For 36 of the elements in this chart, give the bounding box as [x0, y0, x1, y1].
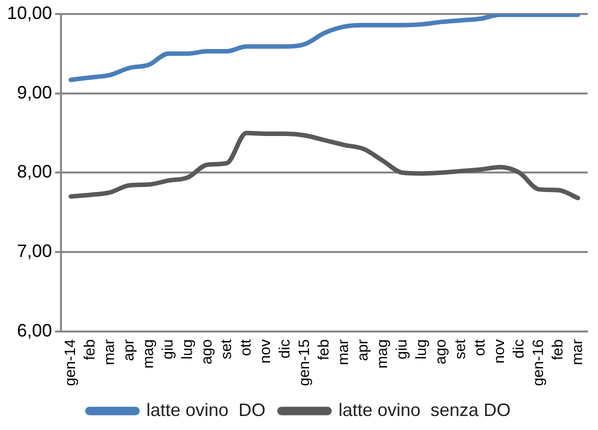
x-tick-label: lug	[178, 339, 196, 360]
x-tick-label: mag	[140, 339, 157, 368]
x-tick-label: mar	[335, 339, 352, 366]
x-tick-label: set	[452, 338, 470, 360]
legend-label: latte ovino DO	[146, 400, 266, 420]
x-tick-label: ott	[237, 338, 254, 356]
x-tick-label: giu	[394, 339, 411, 360]
line-series	[68, 130, 580, 200]
x-tick-label: dic	[276, 338, 294, 358]
x-tick-label: apr	[120, 339, 138, 361]
x-tick-label: gen-16	[530, 339, 548, 386]
x-tick-label: ott	[472, 338, 489, 356]
line-series	[68, 14, 580, 82]
y-tick-label: 9,00	[16, 82, 52, 102]
x-tick-label: mar	[569, 339, 586, 366]
legend-label: latte ovino senza DO	[338, 400, 511, 420]
x-tick-label: ago	[198, 339, 216, 364]
x-tick-label: lug	[413, 339, 430, 360]
x-tick-label: giu	[159, 339, 176, 360]
x-tick-label: gen-15	[296, 339, 313, 386]
y-tick-label: 10,00	[6, 2, 52, 23]
x-tick-label: feb	[81, 339, 98, 360]
x-tick-label: gen-14	[62, 339, 79, 386]
x-tick-label: feb	[550, 339, 567, 360]
x-tick-label: nov	[491, 338, 508, 364]
x-tick-label: dic	[510, 338, 528, 358]
x-tick-label: feb	[316, 339, 332, 360]
y-tick-label: 7,00	[16, 240, 52, 261]
x-tick-label: mar	[100, 339, 118, 366]
x-tick-label: set	[218, 338, 235, 360]
x-tick-label: mag	[374, 339, 392, 368]
y-tick-label: 6,00	[16, 320, 52, 340]
x-tick-label: ago	[432, 339, 450, 364]
x-tick-label: apr	[354, 339, 372, 361]
x-tick-label: nov	[256, 338, 274, 364]
y-tick-label: 8,00	[16, 162, 52, 182]
